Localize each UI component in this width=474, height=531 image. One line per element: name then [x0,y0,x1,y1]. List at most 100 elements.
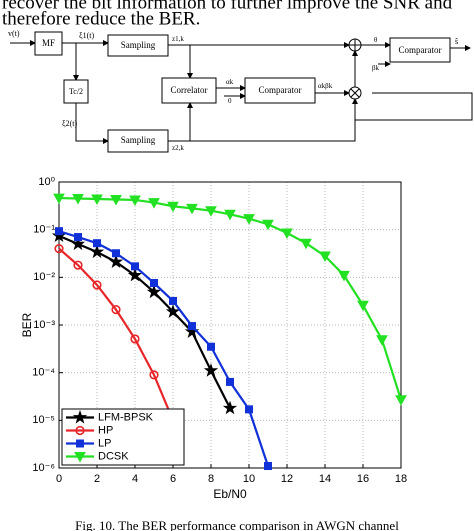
marker [167,201,179,213]
block-label: MF [42,38,55,48]
marker [205,206,217,217]
marker [89,244,105,259]
marker [245,405,253,414]
marker [111,305,121,315]
marker [146,284,162,299]
block [161,77,217,104]
block-label: Sampling [121,135,156,145]
block-label: Comparator [259,85,302,95]
marker [74,233,82,242]
signal-label: 0 [228,97,232,105]
marker [226,377,234,386]
signal-label: ξ2(t) [62,119,77,128]
block-label: Comparator [399,45,442,55]
block-label: Tc/2 [69,87,83,96]
adder [349,39,361,51]
marker [110,194,122,206]
marker [395,395,407,406]
marker [224,209,236,221]
marker [264,462,272,471]
marker [357,300,369,312]
signal-label: z2,k [172,144,184,152]
x-tick-label: 0 [56,473,62,485]
legend-label: HP [98,424,113,436]
y-tick-label: 10⁻⁴ [32,367,55,379]
marker [319,251,331,263]
marker [127,267,143,282]
marker [54,244,64,254]
x-axis-label: Eb/N0 [213,487,247,501]
legend-label: DCSK [98,450,129,462]
marker [169,296,177,305]
block [244,77,316,104]
wire [354,92,473,121]
signal-label: ŝ [455,37,458,46]
signal-label: ξ1(t) [79,31,94,40]
marker [55,227,63,236]
wire [75,103,109,144]
marker [91,194,103,206]
x-tick-label: 4 [132,473,138,485]
marker [108,254,124,269]
legend-marker [76,439,84,448]
marker [70,236,86,251]
caption: Fig. 10. The BER performance comparison … [75,518,399,531]
body-text: recover the bit information to further i… [2,0,453,13]
signal-label: z1,k [172,35,184,43]
marker [165,304,181,318]
block-diagram: MF Sampling Tc/2 Correlator Comparator S… [8,29,473,153]
marker [222,400,238,415]
block [389,37,451,63]
marker [203,363,219,377]
body-text: therefore reduce the BER. [2,8,200,29]
marker [150,279,158,288]
marker [281,228,293,240]
marker [149,370,159,380]
x-tick-label: 18 [395,473,407,485]
series-line [58,247,175,421]
marker [148,198,160,209]
marker [243,214,255,225]
marker [53,193,65,205]
y-tick-label: 10⁻⁵ [32,414,55,426]
marker [51,228,67,243]
legend-label: LP [98,437,111,449]
marker [186,203,198,215]
y-tick-label: 10⁻⁶ [32,462,55,474]
y-tick-label: 10⁰ [38,176,55,188]
x-tick-label: 16 [357,473,369,485]
marker [112,249,120,258]
signal-label: v(t) [8,29,20,38]
signal-label: θ [374,36,378,44]
multiplier [350,88,360,98]
marker [130,334,140,344]
wire [168,98,358,142]
marker [338,270,350,282]
marker [92,280,102,290]
y-tick-label: 10⁻³ [33,319,55,331]
legend-marker [72,409,88,424]
marker [72,194,84,205]
block-label: Correlator [171,85,208,95]
marker [93,239,101,248]
signal-label: αk [226,78,234,86]
x-tick-label: 10 [243,473,255,485]
marker [73,260,83,270]
signal-label: αkβk [318,82,333,90]
x-tick-label: 2 [94,473,100,485]
marker [376,335,388,346]
marker [129,195,141,206]
y-tick-label: 10⁻¹ [33,224,55,236]
legend-label: LFM-BPSK [98,411,154,423]
x-tick-label: 12 [281,473,293,485]
x-tick-label: 8 [208,473,214,485]
signal-label: βk [372,64,380,72]
block-label: Sampling [121,40,156,50]
x-tick-label: 14 [319,473,331,485]
marker [207,342,215,351]
y-axis-label: BER [20,312,34,337]
marker [262,219,274,231]
chart: 10⁻⁶ 10⁻⁵ 10⁻⁴ 10⁻³ 10⁻² 10⁻¹ 10⁰ 0 2 4 6 8 10 12 14 16… [20,176,407,501]
marker [131,262,139,271]
